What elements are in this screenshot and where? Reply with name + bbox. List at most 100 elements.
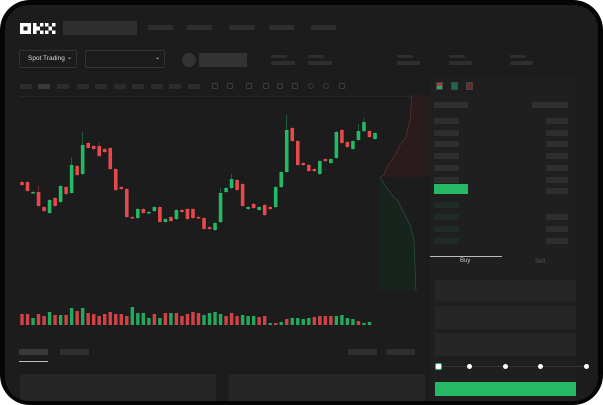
volume-bar [147, 318, 151, 325]
volume-bar [25, 314, 30, 325]
total-input[interactable] [435, 333, 576, 356]
candle [224, 188, 228, 192]
volume-bar [185, 314, 190, 325]
volume-bar [80, 308, 85, 325]
search-bar[interactable] [63, 21, 137, 35]
ask-amount [546, 130, 568, 136]
candle [136, 209, 140, 218]
buy-submit-button[interactable] [435, 382, 576, 396]
pair-price [199, 53, 247, 67]
filter-button[interactable] [386, 349, 415, 355]
order-book-view-both-icon[interactable] [436, 82, 443, 90]
volume-bar [285, 319, 289, 325]
volume-bar [268, 323, 272, 325]
timeframe-button[interactable] [188, 84, 200, 89]
candle [169, 217, 173, 221]
settings-icon[interactable] [323, 83, 329, 89]
app-window: Spot Trading ⌄ ⌄ Buy Sell [5, 5, 598, 401]
slider-step-50[interactable] [503, 364, 508, 369]
volume-bar [235, 316, 239, 325]
volume-bar [340, 315, 344, 325]
nav-item[interactable] [187, 25, 212, 30]
order-book-view-asks-icon[interactable] [466, 82, 473, 90]
timeframe-button[interactable] [114, 84, 126, 89]
volume-bar [240, 315, 245, 325]
volume-bar [301, 319, 305, 325]
timeframe-button[interactable] [20, 84, 32, 89]
nav-item[interactable] [148, 25, 173, 30]
candle [235, 180, 239, 190]
volume-bar [75, 311, 79, 325]
candle [64, 187, 68, 194]
nav-item[interactable] [269, 25, 294, 30]
timeframe-button[interactable] [169, 84, 181, 89]
slider-step-75[interactable] [538, 364, 543, 369]
tab-buy[interactable]: Buy [460, 258, 471, 264]
market-selector-label: Spot Trading [28, 55, 65, 62]
pair-selector[interactable]: ⌄ [85, 50, 165, 68]
volume-bar [141, 313, 146, 325]
candle [36, 192, 41, 206]
tab-sell[interactable]: Sell [535, 259, 546, 265]
filter-button[interactable] [348, 349, 377, 355]
market-selector[interactable]: Spot Trading ⌄ [19, 50, 77, 68]
candle [108, 148, 113, 169]
nav-item[interactable] [229, 25, 255, 30]
volume-bar [136, 313, 140, 325]
timeframe-button[interactable] [57, 84, 69, 89]
bid-amount [546, 226, 568, 232]
amount-input[interactable] [435, 306, 576, 329]
volume-bar [218, 314, 223, 325]
candle [356, 131, 361, 140]
volume-bar [97, 316, 101, 325]
candle [207, 227, 212, 229]
ask-amount [546, 165, 568, 171]
indicator-icon[interactable] [212, 83, 218, 89]
candle [279, 172, 284, 187]
candle [323, 159, 328, 161]
timeframe-button[interactable] [151, 84, 163, 89]
slider-step-25[interactable] [467, 364, 472, 369]
volume-bar [108, 312, 112, 325]
ruler-icon[interactable] [292, 83, 298, 89]
slider-step-100[interactable] [584, 364, 589, 369]
chevron-down-icon[interactable] [263, 83, 269, 89]
timeframe-button[interactable] [77, 84, 89, 89]
tab-order-history[interactable] [60, 349, 89, 355]
volume-bar [174, 313, 179, 325]
line-tool-icon[interactable] [277, 83, 283, 89]
volume-bar [158, 318, 162, 325]
candle [229, 179, 234, 188]
volume-bar [351, 319, 355, 325]
chevron-down-icon[interactable] [227, 83, 233, 89]
volume-bar [20, 314, 24, 325]
candle [91, 146, 96, 149]
candle [152, 207, 157, 211]
candle [345, 142, 350, 147]
chart-type-icon[interactable] [246, 83, 252, 89]
candlestick-chart[interactable] [5, 5, 598, 401]
fullscreen-icon[interactable] [339, 83, 345, 89]
orders-panel-left [20, 374, 216, 401]
order-book-view-bids-icon[interactable] [451, 82, 458, 90]
timeframe-button[interactable] [38, 84, 50, 89]
stat-label [397, 55, 413, 58]
slider-handle[interactable] [435, 363, 442, 370]
volume-bar [224, 316, 228, 325]
price-input[interactable] [435, 280, 576, 301]
timeframe-button[interactable] [95, 84, 107, 89]
timeframe-button[interactable] [132, 84, 144, 89]
amount-slider[interactable] [439, 366, 589, 367]
candle [113, 169, 118, 190]
ask-price [434, 118, 459, 124]
candle [80, 145, 85, 174]
camera-icon[interactable] [308, 83, 314, 89]
volume-bar [229, 313, 234, 325]
candle [25, 182, 30, 191]
candle [262, 205, 267, 215]
candle [180, 210, 184, 212]
nav-item[interactable] [311, 25, 336, 30]
ask-amount [546, 188, 568, 194]
tab-open-orders[interactable] [19, 349, 48, 355]
